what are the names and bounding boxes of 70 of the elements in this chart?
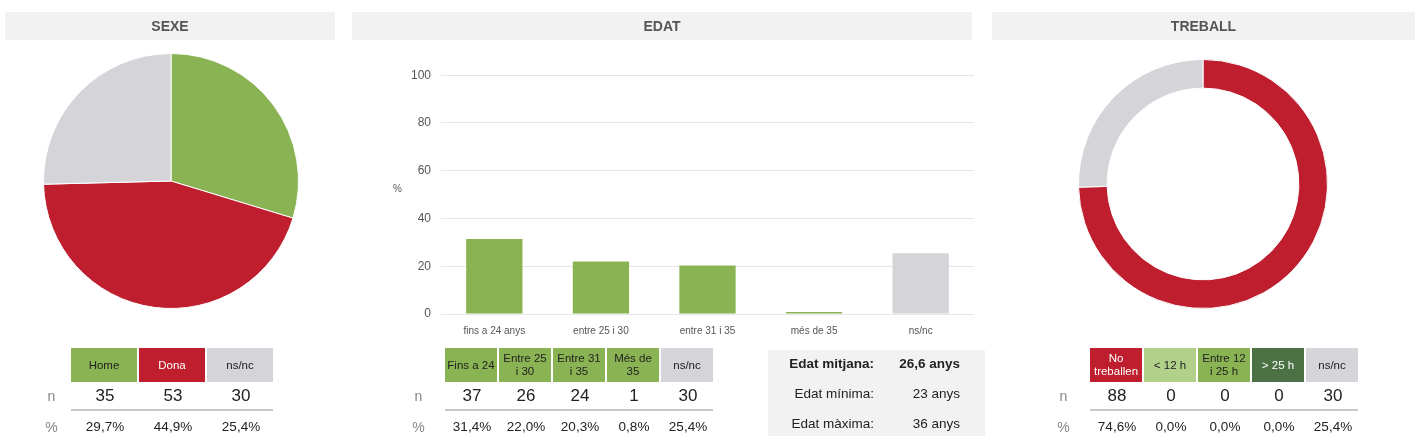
- data-label: 30: [677, 385, 699, 407]
- category-label: Entre 12 i 25 h: [1198, 348, 1250, 382]
- data-label: 88: [1106, 385, 1128, 407]
- bar: [466, 239, 523, 314]
- y-axis-title: %: [393, 183, 402, 194]
- chart-title: EDAT: [352, 12, 972, 40]
- data-label: 37: [461, 385, 483, 407]
- bar: [892, 253, 949, 314]
- y-tick-label: 80: [417, 115, 432, 130]
- category-label: < 12 h: [1144, 348, 1196, 382]
- x-tick-label: més de 35: [790, 324, 838, 336]
- text: n: [46, 387, 57, 406]
- category-label: > 25 h: [1252, 348, 1304, 382]
- text: n: [413, 387, 424, 406]
- data-label: 26: [515, 385, 537, 407]
- data-label: 53: [162, 385, 184, 407]
- category-label: ns/nc: [1306, 348, 1358, 382]
- text: n: [1058, 387, 1069, 406]
- data-label: 30: [230, 385, 252, 407]
- text: Edat mitjana:: [788, 356, 874, 373]
- category-label: Entre 31 i 35: [553, 348, 605, 382]
- chart-title: TREBALL: [992, 12, 1415, 40]
- text: Edat mínima:: [793, 386, 874, 403]
- category-label: No treballen: [1090, 348, 1142, 382]
- data-label: 35: [94, 385, 116, 407]
- data-label: 29,7%: [84, 418, 126, 436]
- y-tick-label: 40: [417, 210, 432, 225]
- data-label: 25,4%: [1312, 418, 1354, 436]
- text: %: [44, 418, 59, 436]
- data-label: 44,9%: [152, 418, 194, 436]
- text: %: [411, 418, 426, 436]
- data-label: 0,0%: [1208, 418, 1242, 436]
- category-label: Dona: [139, 348, 205, 382]
- y-tick-label: 20: [417, 258, 432, 273]
- data-label: 0,0%: [1262, 418, 1296, 436]
- data-label: 30: [1322, 385, 1344, 407]
- x-tick-label: entre 25 i 30: [573, 324, 630, 336]
- data-label: 0,8%: [617, 418, 651, 436]
- x-tick-label: ns/nc: [908, 324, 933, 336]
- category-label: Fins a 24: [445, 348, 497, 382]
- data-label: 1: [628, 385, 640, 407]
- data-label: 31,4%: [451, 418, 493, 436]
- data-label: 0: [1273, 385, 1285, 407]
- text: 26,6 anys: [898, 356, 960, 373]
- category-label: ns/nc: [661, 348, 713, 382]
- data-label: 0: [1219, 385, 1231, 407]
- data-label: 0,0%: [1154, 418, 1188, 436]
- data-label: 25,4%: [667, 418, 709, 436]
- y-tick-label: 0: [424, 306, 432, 321]
- data-label: 22,0%: [505, 418, 547, 436]
- category-label: Entre 25 i 30: [499, 348, 551, 382]
- x-tick-label: entre 31 i 35: [679, 324, 736, 336]
- bar: [572, 261, 630, 314]
- bar: [679, 265, 736, 314]
- chart-title: SEXE: [5, 12, 335, 40]
- text: 23 anys: [911, 386, 960, 403]
- y-tick-label: 100: [410, 67, 432, 82]
- data-label: 25,4%: [220, 418, 262, 436]
- category-label: Home: [71, 348, 137, 382]
- x-tick-label: fins a 24 anys: [463, 324, 526, 336]
- text: 36 anys: [911, 416, 960, 433]
- data-label: 20,3%: [559, 418, 601, 436]
- text: %: [1056, 418, 1071, 436]
- data-label: 0: [1165, 385, 1177, 407]
- data-label: 74,6%: [1096, 418, 1138, 436]
- data-label: 24: [569, 385, 591, 407]
- text: Edat màxima:: [790, 416, 874, 433]
- category-label: Més de 35: [607, 348, 659, 382]
- category-label: ns/nc: [207, 348, 273, 382]
- y-tick-label: 60: [417, 163, 432, 178]
